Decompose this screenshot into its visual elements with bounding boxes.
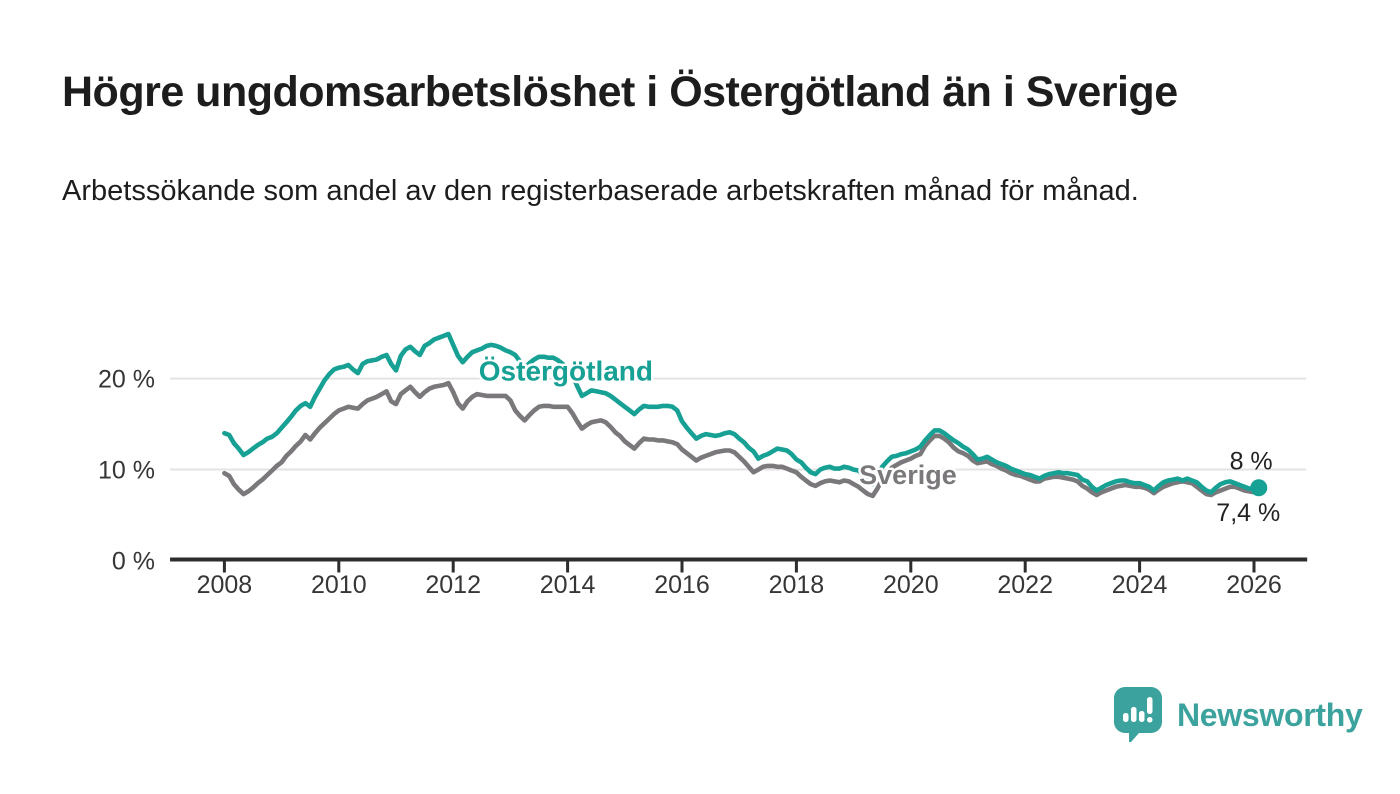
series-label-ostergotland: Östergötland xyxy=(479,355,653,386)
x-tick-label-2012: 2012 xyxy=(425,571,481,599)
series-end-value-ostergotland: 8 % xyxy=(1230,447,1273,475)
newsworthy-logo-link[interactable]: Newsworthy xyxy=(1113,686,1363,744)
x-tick-label-2024: 2024 xyxy=(1112,571,1168,599)
series-end-dot-ostergotland xyxy=(1250,479,1268,497)
x-tick-label-2016: 2016 xyxy=(654,571,710,599)
x-tick-label-2020: 2020 xyxy=(883,571,939,599)
y-tick-label-20: 20 % xyxy=(98,366,155,394)
y-tick-label-10: 10 % xyxy=(98,457,155,485)
x-tick-label-2022: 2022 xyxy=(997,571,1053,599)
series-line-sverige xyxy=(222,380,1262,499)
y-tick-label-0: 0 % xyxy=(112,548,155,576)
x-tick-label-2026: 2026 xyxy=(1226,571,1282,599)
speech-bubble-bar-chart-icon xyxy=(1113,686,1163,744)
series-line-ostergotland xyxy=(222,331,1262,495)
series-end-value-sverige: 7,4 % xyxy=(1216,499,1280,527)
chart-subtitle: Arbetssökande som andel av den registerb… xyxy=(62,175,1139,207)
x-tick-label-2008: 2008 xyxy=(197,571,253,599)
page-title: Högre ungdomsarbetslöshet i Östergötland… xyxy=(62,68,1178,116)
x-tick-label-2010: 2010 xyxy=(311,571,367,599)
x-tick-label-2018: 2018 xyxy=(769,571,825,599)
series-label-sverige: Sverige xyxy=(859,460,957,490)
x-tick-label-2014: 2014 xyxy=(540,571,596,599)
brand-name: Newsworthy xyxy=(1177,696,1363,733)
